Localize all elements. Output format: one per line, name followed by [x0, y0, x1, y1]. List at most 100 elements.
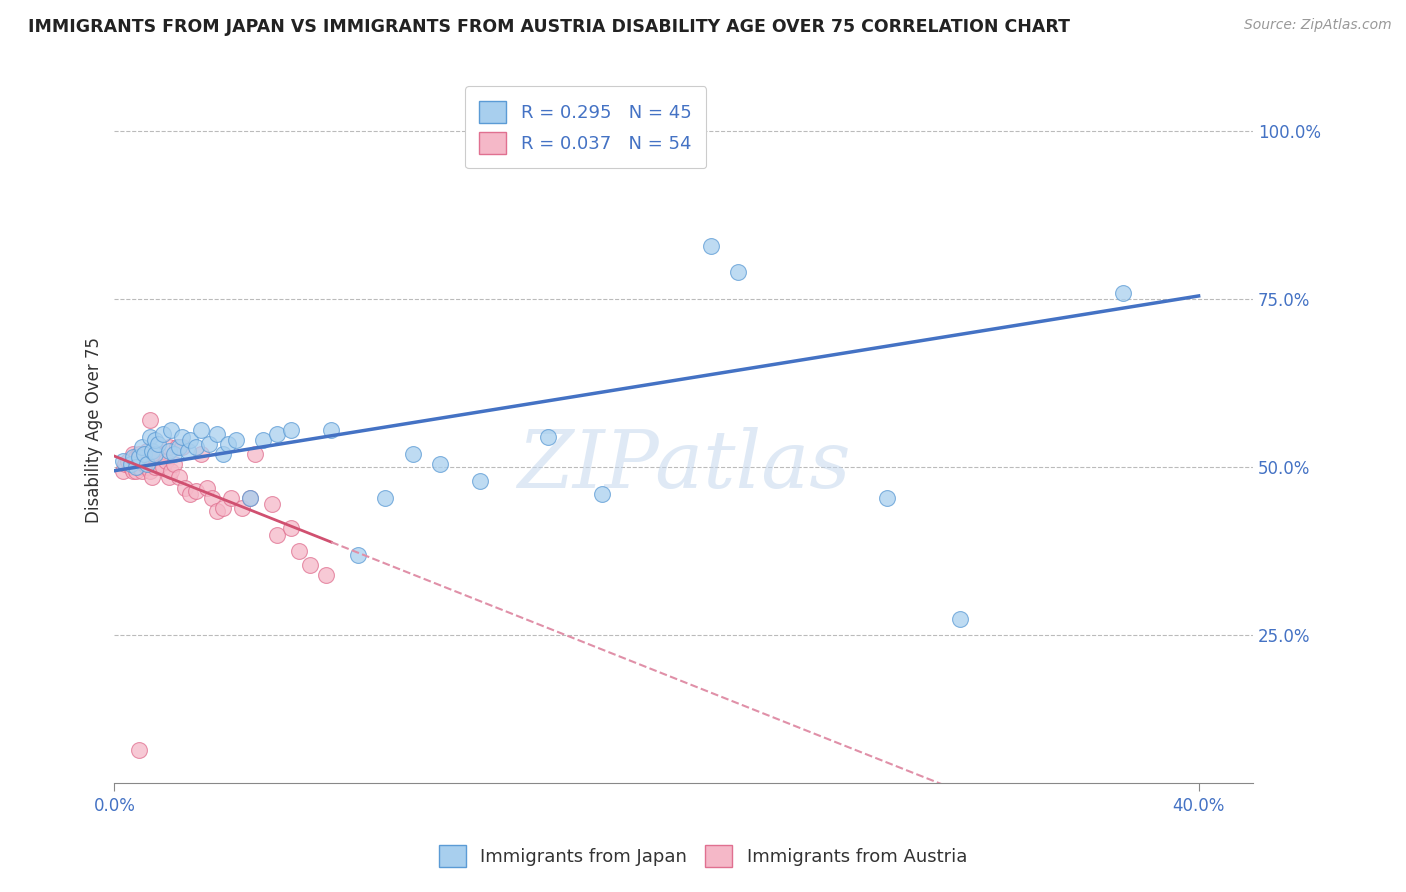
Point: [252, 434, 274, 448]
Point: [172, 440, 194, 454]
Text: IMMIGRANTS FROM JAPAN VS IMMIGRANTS FROM AUSTRIA DISABILITY AGE OVER 75 CORRELAT: IMMIGRANTS FROM JAPAN VS IMMIGRANTS FROM…: [28, 18, 1070, 36]
Point: [260, 497, 283, 511]
Point: [179, 434, 201, 448]
Point: [131, 453, 153, 467]
Point: [152, 426, 174, 441]
Text: ZIPatlas: ZIPatlas: [517, 427, 851, 505]
Point: [217, 437, 239, 451]
Point: [146, 437, 169, 451]
Point: [143, 447, 166, 461]
Point: [157, 470, 180, 484]
Point: [114, 457, 136, 471]
Point: [727, 265, 749, 279]
Point: [315, 568, 337, 582]
Point: [155, 453, 177, 467]
Point: [141, 443, 163, 458]
Point: [125, 464, 148, 478]
Point: [120, 460, 142, 475]
Point: [876, 491, 898, 505]
Point: [211, 447, 233, 461]
Point: [134, 447, 156, 461]
Point: [266, 527, 288, 541]
Point: [143, 434, 166, 448]
Point: [266, 426, 288, 441]
Point: [207, 426, 229, 441]
Point: [245, 447, 267, 461]
Point: [591, 487, 613, 501]
Point: [143, 460, 166, 475]
Legend: Immigrants from Japan, Immigrants from Austria: Immigrants from Japan, Immigrants from A…: [432, 838, 974, 874]
Point: [347, 548, 370, 562]
Point: [280, 424, 302, 438]
Point: [131, 440, 153, 454]
Point: [141, 470, 163, 484]
Point: [231, 500, 253, 515]
Point: [207, 504, 229, 518]
Point: [136, 460, 159, 475]
Point: [190, 424, 212, 438]
Point: [157, 440, 180, 454]
Point: [184, 483, 207, 498]
Point: [122, 450, 145, 465]
Point: [125, 450, 148, 465]
Point: [163, 457, 186, 471]
Point: [321, 424, 343, 438]
Point: [138, 413, 160, 427]
Point: [163, 447, 186, 461]
Point: [211, 500, 233, 515]
Point: [470, 474, 492, 488]
Point: [176, 443, 198, 458]
Point: [117, 453, 139, 467]
Point: [160, 464, 183, 478]
Point: [225, 434, 247, 448]
Point: [169, 440, 191, 454]
Point: [157, 443, 180, 458]
Point: [239, 491, 262, 505]
Point: [134, 450, 156, 465]
Point: [122, 447, 145, 461]
Point: [149, 460, 172, 475]
Point: [138, 464, 160, 478]
Point: [1112, 285, 1135, 300]
Point: [949, 612, 972, 626]
Point: [111, 464, 134, 478]
Point: [160, 424, 183, 438]
Point: [141, 457, 163, 471]
Point: [138, 453, 160, 467]
Point: [128, 743, 150, 757]
Point: [219, 491, 242, 505]
Point: [172, 430, 194, 444]
Point: [122, 464, 145, 478]
Point: [239, 491, 262, 505]
Point: [152, 460, 174, 475]
Point: [280, 521, 302, 535]
Point: [184, 440, 207, 454]
Point: [143, 450, 166, 465]
Point: [146, 447, 169, 461]
Point: [120, 457, 142, 471]
Point: [195, 481, 218, 495]
Point: [198, 437, 221, 451]
Point: [136, 457, 159, 471]
Text: Source: ZipAtlas.com: Source: ZipAtlas.com: [1244, 18, 1392, 32]
Point: [128, 450, 150, 465]
Point: [179, 487, 201, 501]
Legend: R = 0.295   N = 45, R = 0.037   N = 54: R = 0.295 N = 45, R = 0.037 N = 54: [465, 87, 706, 169]
Point: [287, 544, 309, 558]
Point: [429, 457, 451, 471]
Point: [298, 558, 321, 572]
Point: [134, 457, 156, 471]
Point: [111, 453, 134, 467]
Point: [128, 447, 150, 461]
Point: [166, 440, 188, 454]
Point: [128, 460, 150, 475]
Point: [138, 430, 160, 444]
Point: [136, 443, 159, 458]
Point: [146, 457, 169, 471]
Point: [169, 470, 191, 484]
Point: [201, 491, 224, 505]
Y-axis label: Disability Age Over 75: Disability Age Over 75: [86, 337, 103, 524]
Point: [131, 464, 153, 478]
Point: [537, 430, 560, 444]
Point: [699, 238, 721, 252]
